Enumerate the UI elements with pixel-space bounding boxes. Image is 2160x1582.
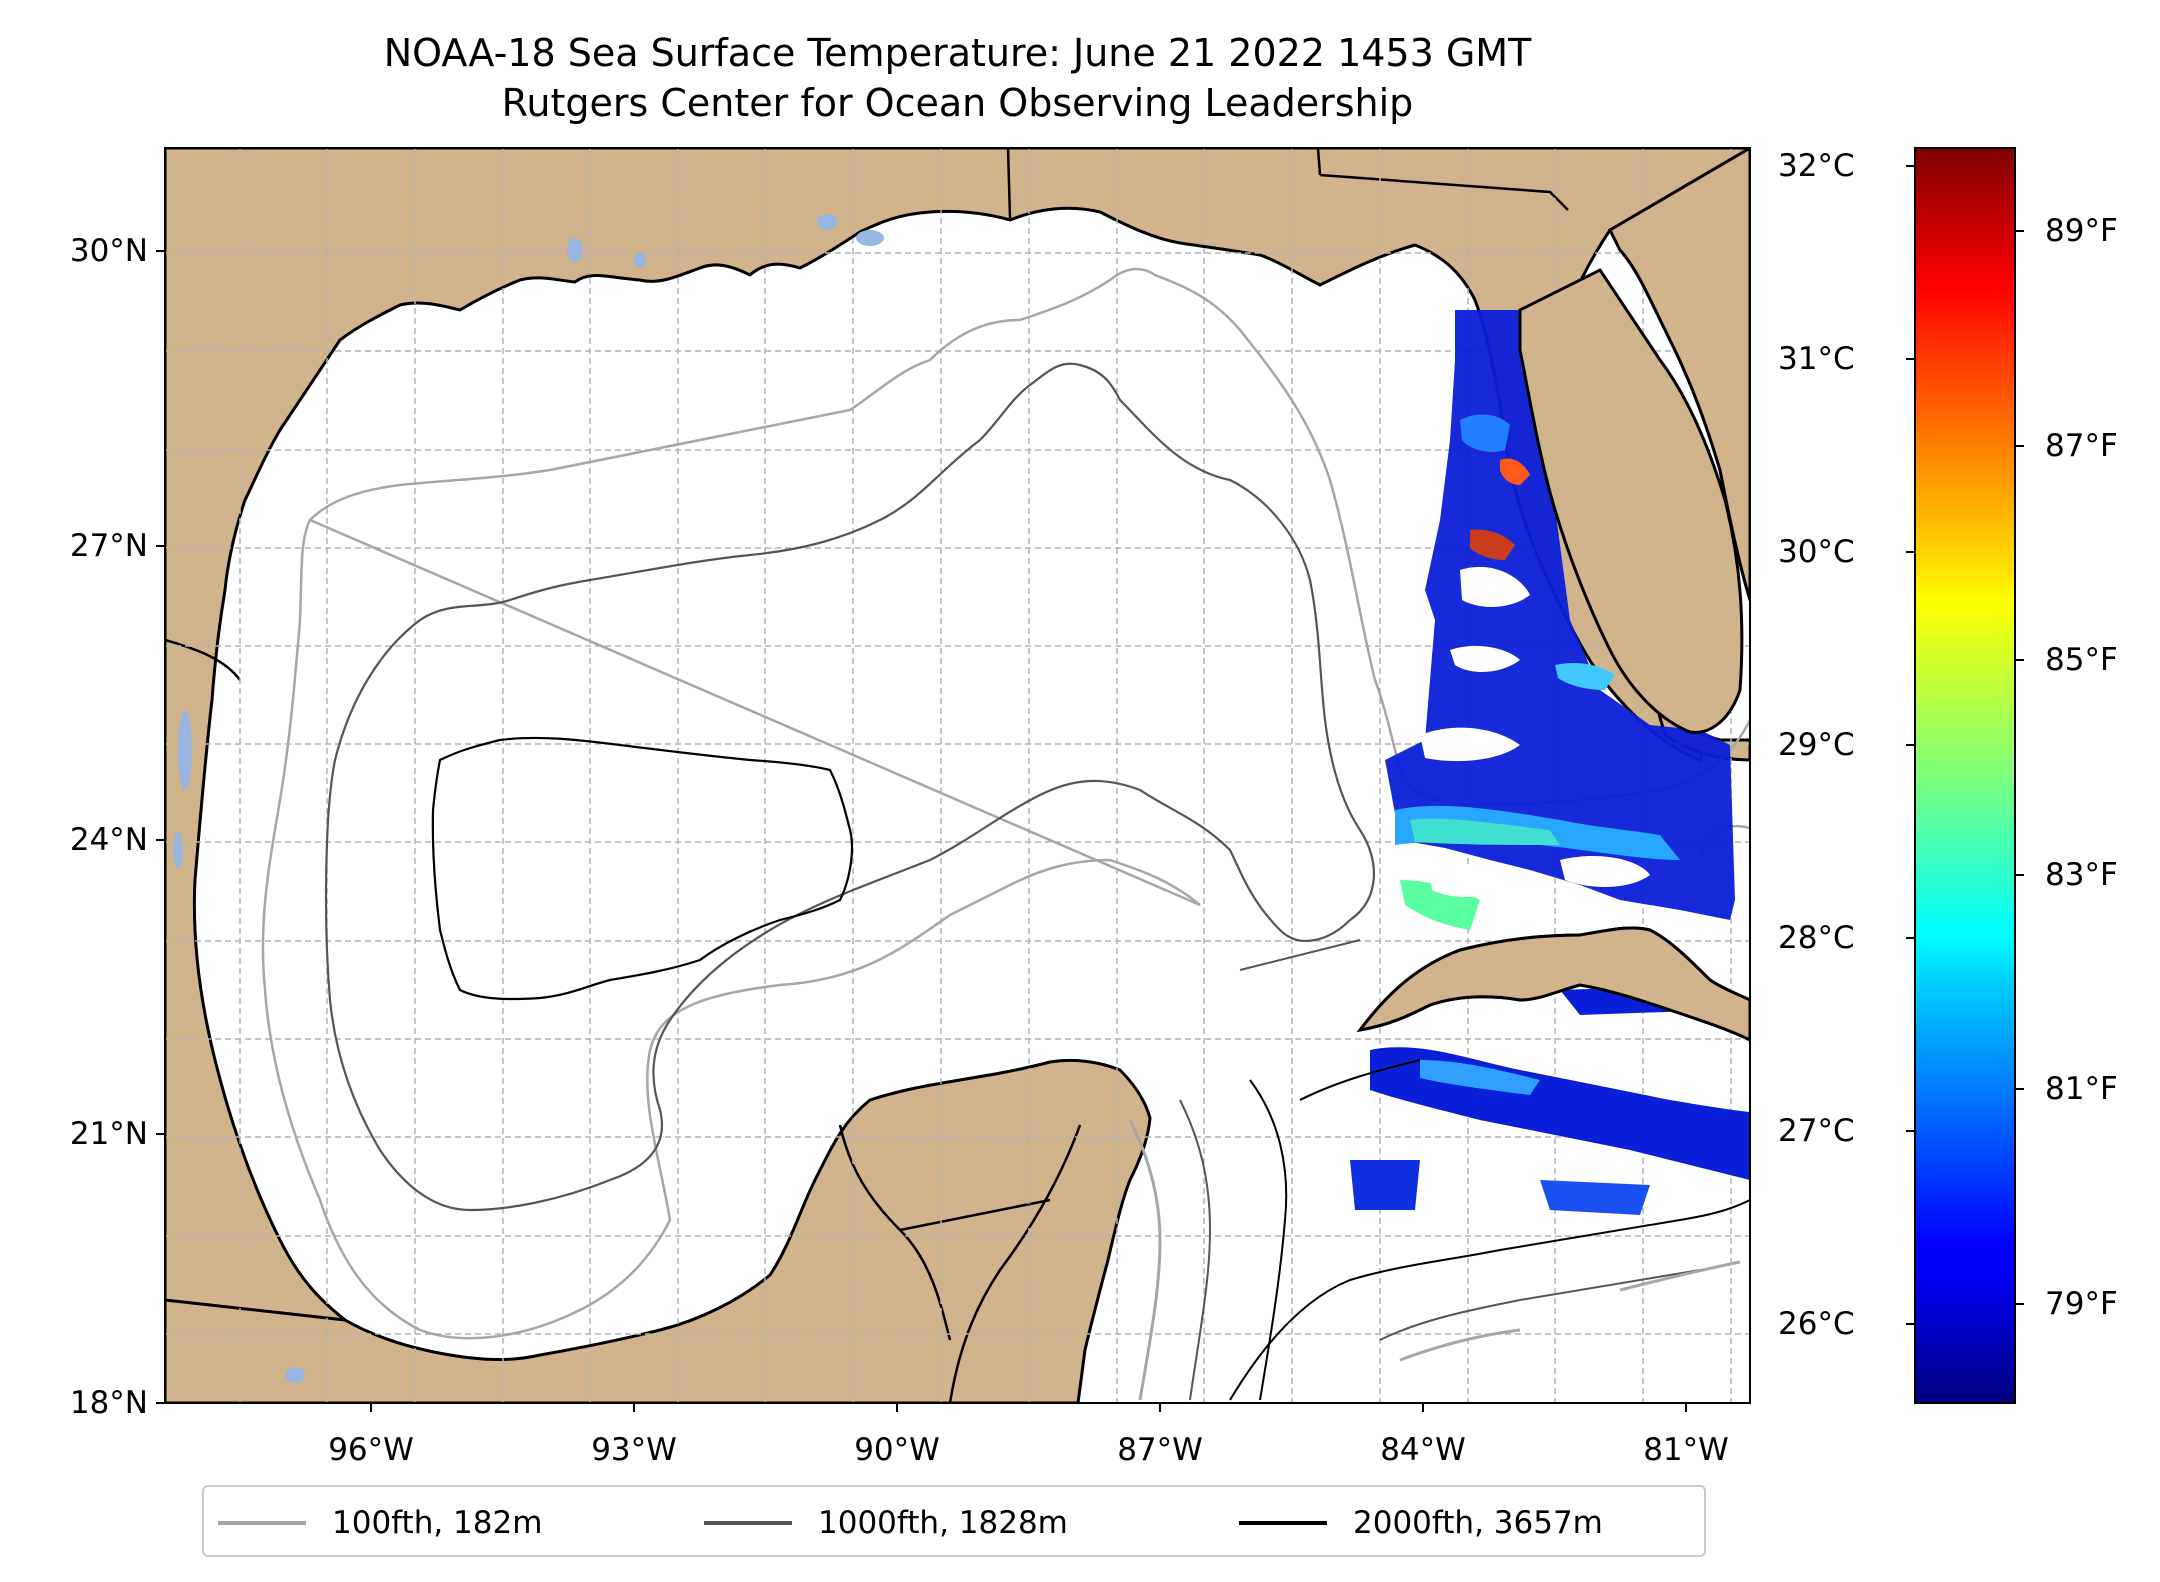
lon-tick-label: 93°W bbox=[591, 1432, 677, 1468]
sst-swath bbox=[1350, 310, 1750, 1215]
map-frame bbox=[164, 147, 1751, 1404]
colorbar-celsius-label: 26°C bbox=[1778, 1306, 1855, 1342]
colorbar-fahrenheit-label: 79°F bbox=[2045, 1286, 2118, 1322]
contour-1000fth bbox=[324, 362, 1376, 1212]
legend-label: 100fth, 182m bbox=[332, 1505, 543, 1541]
legend-line bbox=[704, 1521, 792, 1525]
lat-tick-label: 18°N bbox=[69, 1385, 148, 1421]
florida-peninsula-land bbox=[1518, 148, 1750, 734]
axis-ticks bbox=[156, 250, 1687, 1412]
legend-label: 2000fth, 3657m bbox=[1353, 1505, 1603, 1541]
caribbean-contours bbox=[1128, 939, 1750, 1401]
lat-tick-label: 27°N bbox=[69, 528, 148, 564]
legend-item-100fth: 100fth, 182m bbox=[218, 1487, 542, 1559]
lon-tick-label: 90°W bbox=[854, 1432, 940, 1468]
map-graticule bbox=[165, 148, 1750, 1403]
colorbar-celsius-label: 31°C bbox=[1778, 341, 1855, 377]
political-borders bbox=[165, 148, 1569, 1403]
colorbar-fahrenheit-label: 81°F bbox=[2045, 1071, 2118, 1107]
contour-2000fth bbox=[431, 736, 854, 1001]
colorbar-celsius-label: 30°C bbox=[1778, 534, 1855, 570]
colorbar-fahrenheit-label: 89°F bbox=[2045, 213, 2118, 249]
legend-item-1000fth: 1000fth, 1828m bbox=[704, 1487, 1068, 1559]
lon-tick-label: 87°W bbox=[1117, 1432, 1203, 1468]
colorbar-ticks bbox=[1906, 165, 2024, 1325]
lon-tick-label: 96°W bbox=[328, 1432, 414, 1468]
colorbar-celsius-label: 27°C bbox=[1778, 1113, 1855, 1149]
map-title: NOAA-18 Sea Surface Temperature: June 21… bbox=[383, 31, 1532, 75]
legend-line bbox=[1239, 1521, 1327, 1525]
lat-tick-label: 24°N bbox=[69, 822, 148, 858]
lat-tick-label: 21°N bbox=[69, 1116, 148, 1152]
contour-legend: 100fth, 182m 1000fth, 1828m 2000fth, 365… bbox=[202, 1485, 1706, 1557]
mexico-land bbox=[165, 1058, 1152, 1403]
lon-tick-label: 81°W bbox=[1643, 1432, 1729, 1468]
legend-line bbox=[218, 1521, 306, 1525]
map-subtitle: Rutgers Center for Ocean Observing Leade… bbox=[501, 81, 1414, 125]
legend-item-2000fth: 2000fth, 3657m bbox=[1239, 1487, 1603, 1559]
legend-label: 1000fth, 1828m bbox=[818, 1505, 1068, 1541]
colorbar-celsius-label: 32°C bbox=[1778, 148, 1855, 184]
colorbar bbox=[1914, 147, 2016, 1404]
lon-tick-label: 84°W bbox=[1380, 1432, 1466, 1468]
colorbar-celsius-label: 29°C bbox=[1778, 727, 1855, 763]
colorbar-celsius-label: 28°C bbox=[1778, 920, 1855, 956]
colorbar-fahrenheit-label: 83°F bbox=[2045, 857, 2118, 893]
lat-tick-label: 30°N bbox=[69, 233, 148, 269]
colorbar-fahrenheit-label: 87°F bbox=[2045, 428, 2118, 464]
colorbar-fahrenheit-label: 85°F bbox=[2045, 642, 2118, 678]
map-area bbox=[165, 148, 1750, 1403]
